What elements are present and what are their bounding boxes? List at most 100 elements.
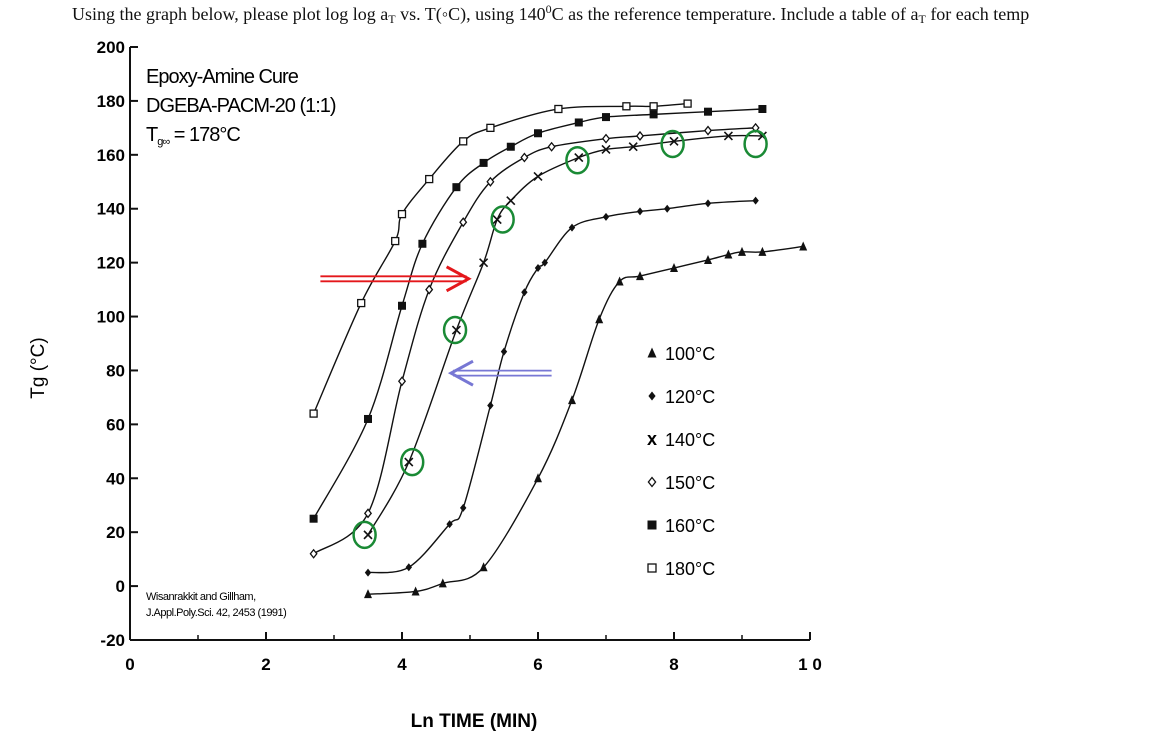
- question-text: Using the graph below, please plot log l…: [72, 2, 1149, 27]
- fit-curve-160°C: [312, 108, 763, 520]
- data-point-160°C: [452, 183, 461, 192]
- reference-circle: [565, 145, 590, 175]
- data-point-100°C: [438, 578, 447, 588]
- data-point-150°C: [703, 125, 713, 136]
- data-point-160°C: [418, 239, 427, 248]
- data-point-100°C: [595, 314, 604, 324]
- legend-label: 150°C: [665, 473, 715, 493]
- question-part4: for each temp: [925, 4, 1030, 24]
- data-point-140°C: [479, 258, 489, 268]
- y-tick-label: 40: [106, 469, 125, 488]
- legend-marker-diamond-icon: [648, 391, 656, 401]
- data-point-100°C: [364, 589, 372, 599]
- citation-line1: Wisanrakkit and Gillham,: [146, 591, 256, 603]
- data-point-120°C: [534, 264, 542, 273]
- data-point-160°C: [602, 113, 610, 122]
- data-point-120°C: [568, 223, 576, 232]
- legend-item: 180°C: [647, 559, 715, 579]
- data-point-140°C: [363, 530, 373, 540]
- data-point-100°C: [568, 395, 576, 405]
- x-tick-label: 2: [261, 655, 270, 674]
- x-stroke: [492, 214, 502, 225]
- data-point-150°C: [486, 176, 495, 187]
- data-point-180°C: [397, 209, 407, 219]
- tg-label-sub: g∞: [157, 136, 169, 148]
- x-stroke: [404, 457, 414, 467]
- y-tick-label: 180: [97, 92, 125, 111]
- legend-marker-triangle-icon: [647, 347, 657, 358]
- chart-title-line1: Epoxy-Amine Cure: [146, 66, 299, 88]
- reference-circle: [442, 315, 468, 345]
- x-tick-label: 8: [669, 655, 678, 674]
- data-point-150°C: [547, 141, 556, 152]
- legend: 100°C 120°C x 140°C 150°C 160°C 180°C: [647, 344, 715, 579]
- data-point-120°C: [752, 196, 759, 205]
- legend-marker-x-icon: x: [647, 429, 657, 449]
- x-tick-label: 1 0: [798, 655, 822, 674]
- x-stroke: [533, 171, 543, 181]
- legend-label: 160°C: [665, 516, 715, 536]
- data-point-120°C: [521, 288, 528, 297]
- data-point-160°C: [534, 129, 542, 138]
- legend-item: 160°C: [647, 516, 715, 536]
- x-stroke: [628, 142, 638, 152]
- data-point-140°C: [601, 144, 611, 154]
- data-point-140°C: [628, 142, 638, 152]
- x-stroke: [723, 131, 733, 141]
- legend-marker-diamond-open-icon: [647, 476, 657, 488]
- x-tick-label: 4: [397, 655, 407, 674]
- data-point-150°C: [459, 217, 468, 228]
- legend-item: 120°C: [648, 387, 715, 407]
- data-point-140°C: [574, 152, 584, 163]
- question-part3-sub: T: [918, 12, 926, 26]
- annotations: [320, 129, 768, 550]
- data-point-160°C: [649, 110, 658, 119]
- data-point-100°C: [615, 276, 624, 286]
- data-point-140°C: [404, 457, 414, 467]
- data-point-120°C: [636, 207, 644, 216]
- reference-circle: [743, 129, 768, 159]
- data-point-140°C: [723, 131, 733, 141]
- chart-texts: Epoxy-Amine Cure DGEBA-PACM-20 (1:1) Tg∞…: [28, 66, 537, 732]
- x-stroke: [601, 144, 611, 154]
- y-tick-label: -20: [100, 631, 125, 650]
- tg-label-main: T: [146, 124, 158, 146]
- fit-curves: [312, 102, 804, 595]
- arrow-left: [447, 359, 552, 387]
- data-point-120°C: [405, 563, 412, 572]
- data-point-100°C: [724, 249, 733, 259]
- y-tick-label: 80: [106, 361, 125, 380]
- data-point-160°C: [309, 514, 318, 523]
- data-point-180°C: [486, 123, 495, 133]
- x-axis-label: Ln TIME (MIN): [411, 711, 538, 732]
- data-point-180°C: [683, 99, 692, 108]
- arrow-right: [320, 265, 472, 293]
- legend-label: 100°C: [665, 344, 715, 364]
- data-point-150°C: [425, 284, 434, 295]
- y-axis-label: Tg (°C): [28, 337, 49, 398]
- question-part1: Using the graph below, please plot log l…: [72, 4, 389, 24]
- arrow-head: [445, 265, 472, 293]
- data-point-160°C: [574, 118, 583, 127]
- data-point-180°C: [309, 409, 318, 418]
- data-point-150°C: [363, 508, 373, 519]
- legend-marker-square-icon: [647, 520, 657, 530]
- data-point-120°C: [446, 520, 453, 529]
- data-point-100°C: [411, 586, 420, 596]
- data-point-120°C: [704, 199, 712, 208]
- data-point-100°C: [704, 254, 712, 264]
- data-point-120°C: [541, 258, 548, 267]
- reference-circle: [399, 447, 425, 477]
- arrow-head: [447, 359, 474, 387]
- data-point-180°C: [622, 102, 631, 111]
- data-point-100°C: [534, 473, 542, 483]
- data-point-140°C: [533, 171, 543, 181]
- y-tick-label: 200: [97, 38, 125, 57]
- data-point-150°C: [635, 130, 645, 141]
- x-stroke: [757, 131, 767, 141]
- x-stroke: [479, 258, 489, 268]
- data-point-180°C: [459, 137, 468, 146]
- data-point-140°C: [492, 214, 502, 225]
- data-point-100°C: [636, 271, 644, 281]
